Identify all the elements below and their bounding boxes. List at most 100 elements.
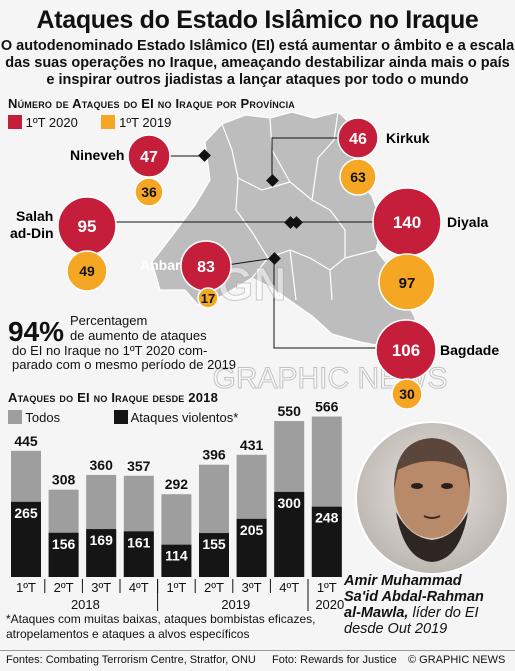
value-nineveh-2020: 47	[140, 149, 158, 166]
stat-line: Percentagem	[70, 313, 148, 328]
subtitle-line: e inspirar outros jiadistas a lançar ata…	[46, 72, 469, 88]
legend-label-2019: 1ºT 2019	[119, 115, 172, 130]
label-bagdade: Bagdade	[440, 342, 499, 358]
bar-violent	[123, 531, 154, 577]
stat-text: Percentagem	[70, 313, 148, 329]
value-diyala-2019: 97	[399, 275, 416, 292]
bar-violent-label: 205	[240, 522, 264, 538]
bubble-bagdade-2019	[391, 378, 423, 410]
bubble-kirkuk-2020	[337, 117, 379, 159]
label-salah-line1: Salah	[16, 208, 53, 224]
label-kirkuk: Kirkuk	[386, 130, 430, 146]
value-bagdade-2020: 106	[392, 341, 420, 360]
map-legend: 1ºT 2020 1ºT 2019	[8, 115, 171, 130]
label-salah-line2: ad-Din	[10, 225, 54, 241]
legend-swatch-all	[8, 410, 22, 424]
label-nineveh: Nineveh	[70, 147, 124, 163]
bar-all-label: 550	[278, 403, 302, 419]
value-salah-2019: 49	[79, 263, 95, 279]
chart-legend: Todos Ataques violentos*	[8, 410, 238, 425]
x-tick-label: 3ºT	[242, 580, 262, 595]
bar-violent-label: 265	[14, 505, 38, 521]
map-heading: Número de Ataques do EI no Iraque por Pr…	[8, 96, 295, 111]
caption-rest: líder do EI desde Out 2019	[344, 605, 479, 637]
x-tick-label: 2ºT	[204, 580, 224, 595]
x-tick-label: 1ºT	[317, 580, 337, 595]
value-salah-2020: 95	[78, 217, 97, 236]
bar-violent-label: 155	[202, 536, 226, 552]
subtitle: O autodenominado Estado Islâmico (EI) es…	[0, 38, 515, 89]
value-diyala-2020: 140	[393, 213, 421, 232]
stat-line: do EI no Iraque no 1ºT 2020 com-	[12, 342, 208, 358]
bar-violent	[161, 544, 192, 577]
stat-line: parado com o mesmo período de 2019	[12, 357, 237, 372]
legend-label-all: Todos	[25, 410, 61, 425]
bar-violent	[199, 533, 229, 577]
stat-text-rest: de aumento de ataques do EI no Iraque no…	[8, 328, 311, 373]
x-tick-label: 1ºT	[16, 580, 36, 595]
x-tick-label: 4ºT	[279, 580, 299, 595]
legend-swatch-2019	[101, 115, 116, 129]
footnote: *Ataques com muitas baixas, ataques bomb…	[6, 612, 316, 641]
bar-violent-label: 248	[315, 510, 339, 526]
bar-violent	[86, 529, 117, 577]
bubble-kirkuk-2019	[339, 158, 377, 196]
bubble-diyala-2019	[378, 253, 436, 311]
bar-all-label: 566	[315, 399, 339, 415]
bar-all-label: 292	[165, 476, 189, 492]
bubble-nineveh-2019	[134, 177, 164, 207]
bar-violent	[274, 491, 305, 577]
bar-all-label: 308	[52, 472, 76, 488]
x-tick-label: 1ºT	[166, 580, 186, 595]
bar-all-label: 445	[14, 433, 38, 449]
bar-violent	[48, 532, 79, 577]
caption-name-3: al-Mawla, líder do EI desde Out 2019	[344, 605, 514, 637]
x-tick-label: 2ºT	[54, 580, 74, 595]
bar-violent	[311, 506, 342, 577]
legend-label-2020: 1ºT 2020	[25, 115, 78, 130]
bar-all-label: 360	[90, 457, 114, 473]
x-year-label: 2018	[71, 597, 100, 612]
bar-violent-label: 156	[52, 536, 76, 552]
bar-violent	[236, 518, 267, 577]
subtitle-line: O autodenominado Estado Islâmico (EI) es…	[0, 38, 515, 54]
bar-violent-label: 300	[278, 495, 302, 511]
value-nineveh-2019: 36	[141, 184, 157, 200]
x-tick-label: 4ºT	[129, 580, 149, 595]
footer-sources: Fontes: Combating Terrorism Centre, Stra…	[6, 654, 256, 666]
photo-caption: Amir Muhammad Sa'id Abdal-Rahman al-Mawl…	[344, 573, 514, 637]
bar-all-label: 357	[127, 458, 151, 474]
value-kirkuk-2019: 63	[350, 169, 366, 185]
caption-name: Amir Muhammad	[344, 573, 462, 589]
value-anbar-2019: 17	[201, 291, 215, 306]
x-year-label: 2020	[315, 597, 344, 612]
footer-copyright: © GRAPHIC NEWS	[408, 654, 506, 666]
caption-name: Sa'id Abdal-Rahman	[344, 589, 484, 605]
legend-swatch-2020	[8, 115, 22, 129]
footer-divider	[0, 650, 515, 651]
bar-violent-label: 161	[127, 534, 151, 550]
value-anbar-2020: 83	[197, 259, 215, 276]
province-borders	[221, 111, 377, 301]
bar-violent-label: 114	[165, 548, 188, 564]
subtitle-line: das suas operações no Iraque, ameaçando …	[5, 55, 510, 71]
bar-violent	[11, 501, 41, 577]
bar-all-label: 396	[202, 447, 226, 463]
label-diyala: Diyala	[447, 214, 488, 230]
stat-value: 94%	[8, 316, 65, 347]
stat-line: de aumento de ataques	[70, 328, 207, 343]
bar-all-label: 431	[240, 437, 264, 453]
x-year-label: 2019	[221, 597, 250, 612]
bar-violent-label: 169	[90, 532, 114, 548]
legend-swatch-violent	[113, 410, 128, 424]
value-bagdade-2019: 30	[399, 386, 415, 402]
bubble-anbar-2019	[197, 287, 219, 309]
legend-label-violent: Ataques violentos*	[130, 410, 239, 425]
chart-heading: Ataques do EI no Iraque desde 2018	[8, 390, 219, 405]
portrait-photo	[355, 421, 509, 575]
label-anbar: Anbar	[140, 257, 181, 273]
bubble-nineveh-2020	[127, 134, 171, 178]
caption-name: al-Mawla,	[344, 605, 409, 621]
